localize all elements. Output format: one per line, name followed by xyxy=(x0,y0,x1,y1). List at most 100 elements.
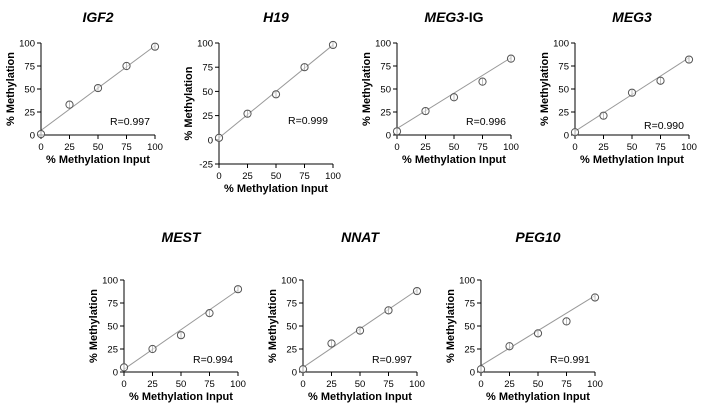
x-tick-label: 25 xyxy=(64,142,75,153)
y-tick-label: 0 xyxy=(564,131,569,142)
data-point xyxy=(562,317,571,326)
y-tick-label: 25 xyxy=(202,111,213,122)
x-tick-label: 50 xyxy=(176,379,187,390)
data-point xyxy=(93,83,103,93)
y-tick-label: 25 xyxy=(286,345,297,356)
fit-line xyxy=(123,289,239,370)
y-tick-label: 75 xyxy=(202,63,213,74)
y-tick-label: 25 xyxy=(107,345,118,356)
data-point xyxy=(205,309,214,318)
y-tick-label: 50 xyxy=(380,85,391,96)
y-tick-label: 75 xyxy=(380,62,391,73)
data-point xyxy=(384,306,393,315)
data-point xyxy=(176,331,186,340)
data-point xyxy=(150,42,160,51)
panel-title-suffix: -IG xyxy=(464,9,484,25)
x-tick-label: 50 xyxy=(271,171,282,182)
x-tick-label: 50 xyxy=(533,379,544,390)
x-tick-label: 100 xyxy=(681,142,697,153)
y-tick-label: 50 xyxy=(24,85,35,96)
x-axis-label: % Methylation Input xyxy=(308,391,412,403)
r-value-label: R=0.999 xyxy=(288,115,328,127)
data-point xyxy=(506,54,516,63)
data-point xyxy=(122,61,131,71)
panel-3: MEG3 0 25 50 75 100 0 25 50 75 100 R=0.990 % Methyla… xyxy=(539,9,697,166)
r-value-label: R=0.994 xyxy=(193,354,233,366)
data-point xyxy=(65,100,74,109)
panel-5: NNAT 0 25 50 75 100 0 25 50 75 100 R=0.997 % Methyla… xyxy=(267,229,425,403)
panel-title-gene: H19 xyxy=(263,9,289,25)
data-point xyxy=(298,365,308,374)
panel-title: MEST xyxy=(162,229,202,245)
panel-4: MEST 0 25 50 75 100 0 25 50 75 100 R=0.994 % Methyla… xyxy=(88,229,246,403)
r-value-label: R=0.996 xyxy=(466,116,506,128)
data-point xyxy=(243,109,252,118)
y-tick-label: 100 xyxy=(102,276,118,287)
data-point xyxy=(533,329,543,338)
x-tick-label: 100 xyxy=(230,379,246,390)
y-tick-label: -25 xyxy=(199,160,213,171)
x-tick-label: 75 xyxy=(121,142,132,153)
y-tick-label: 0 xyxy=(113,368,118,379)
x-axis-label: % Methylation Input xyxy=(46,154,150,166)
y-tick-label: 100 xyxy=(459,276,475,287)
y-axis-label: % Methylation xyxy=(361,52,373,126)
data-point xyxy=(590,293,600,302)
data-point xyxy=(271,90,281,99)
panel-2: MEG3-IG 0 25 50 75 100 0 25 50 75 100 R=0.996 % Meth… xyxy=(361,9,519,166)
data-point xyxy=(449,93,459,102)
y-tick-label: 75 xyxy=(24,62,35,73)
y-tick-label: 100 xyxy=(553,39,569,50)
r-value-label: R=0.991 xyxy=(550,354,590,366)
x-tick-label: 25 xyxy=(147,379,158,390)
y-tick-label: 100 xyxy=(375,39,391,50)
data-point xyxy=(476,365,486,374)
x-tick-label: 50 xyxy=(627,142,638,153)
x-axis-label: % Methylation Input xyxy=(486,391,590,403)
x-tick-label: 100 xyxy=(503,142,519,153)
y-axis-label: % Methylation xyxy=(445,289,457,363)
y-tick-label: 100 xyxy=(197,39,213,50)
panel-title: NNAT xyxy=(341,229,380,245)
y-tick-label: 50 xyxy=(202,87,213,98)
y-axis-label: % Methylation xyxy=(267,289,279,363)
y-tick-label: 50 xyxy=(107,322,118,333)
panel-title: PEG10 xyxy=(515,229,560,245)
data-point xyxy=(392,127,402,136)
x-tick-label: 100 xyxy=(587,379,603,390)
x-tick-label: 75 xyxy=(561,379,572,390)
x-tick-label: 25 xyxy=(504,379,515,390)
x-tick-label: 75 xyxy=(204,379,215,390)
y-tick-label: 25 xyxy=(558,108,569,119)
x-tick-label: 0 xyxy=(216,171,221,182)
data-point xyxy=(300,63,309,72)
y-tick-label: 50 xyxy=(558,85,569,96)
x-tick-label: 50 xyxy=(449,142,460,153)
fit-line xyxy=(396,57,512,129)
x-axis-label: % Methylation Input xyxy=(224,183,328,195)
x-tick-label: 0 xyxy=(300,379,305,390)
x-tick-label: 100 xyxy=(409,379,425,390)
x-tick-label: 25 xyxy=(242,171,253,182)
y-tick-label: 75 xyxy=(286,299,297,310)
x-tick-label: 0 xyxy=(478,379,483,390)
x-axis-label: % Methylation Input xyxy=(580,154,684,166)
data-point xyxy=(119,363,129,372)
x-tick-label: 0 xyxy=(38,142,43,153)
y-tick-label: 0 xyxy=(292,368,297,379)
y-tick-label: 50 xyxy=(286,322,297,333)
y-tick-label: 0 xyxy=(386,131,391,142)
x-tick-label: 25 xyxy=(420,142,431,153)
data-point xyxy=(328,40,338,50)
y-tick-label: 100 xyxy=(281,276,297,287)
panel-title-gene: PEG10 xyxy=(515,229,560,245)
x-tick-label: 50 xyxy=(93,142,104,153)
panel-title-gene: MEST xyxy=(162,229,202,245)
r-value-label: R=0.997 xyxy=(372,354,412,366)
y-tick-label: 75 xyxy=(464,299,475,310)
data-point xyxy=(478,77,487,86)
x-tick-label: 75 xyxy=(383,379,394,390)
x-axis-label: % Methylation Input xyxy=(129,391,233,403)
